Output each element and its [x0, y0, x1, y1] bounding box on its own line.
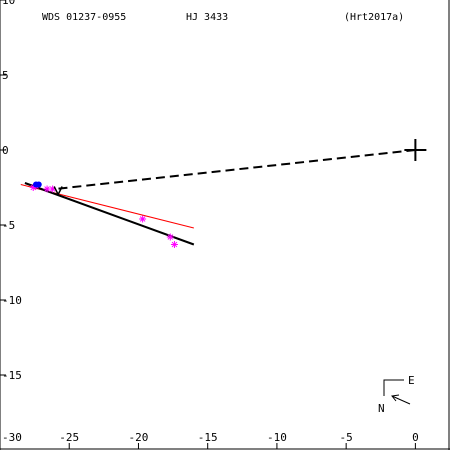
header-wds-id: WDS 01237-0955 [42, 12, 126, 23]
compass-axes [383, 379, 404, 396]
y-tick-label: 0 [2, 144, 9, 157]
y-tick-label: 10 [2, 0, 15, 7]
y-tick-label: -5 [2, 219, 15, 232]
y-tick-label: 5 [2, 69, 9, 82]
x-tick-label: -25 [59, 431, 79, 444]
compass-north-label: N [378, 402, 385, 415]
x-tick-label: -15 [198, 431, 218, 444]
x-tick-label: -30 [2, 431, 22, 444]
fit-lines [20, 149, 416, 246]
data-points [29, 139, 427, 248]
current-position-marker [53, 186, 63, 197]
motion-arrow-icon [391, 395, 411, 405]
x-tick-label: -10 [267, 431, 287, 444]
x-tick-label: 0 [412, 431, 419, 444]
compass-east-label: E [408, 374, 415, 387]
compass-rose: E N [378, 374, 415, 415]
x-tick-label: -5 [340, 431, 353, 444]
motion-arrowhead-icon [391, 394, 400, 402]
y-tick-label: -15 [2, 369, 22, 382]
measurement-point [170, 241, 178, 248]
header-discoverer: HJ 3433 [186, 12, 228, 23]
highlighted-point [35, 181, 42, 188]
measurement-point [166, 233, 174, 241]
orbit-fit-line [24, 182, 195, 246]
y-tick-label: -10 [2, 294, 22, 307]
x-tick-label: -20 [129, 431, 149, 444]
axis-ticks: -30 -25 -20 -15 -10 -5 0 10 5 0 -5 -10 -15 [0, 0, 419, 449]
header-reference: (Hrt2017a) [344, 12, 404, 23]
periastron-dashed-line [55, 149, 416, 190]
measurement-point [139, 215, 147, 223]
